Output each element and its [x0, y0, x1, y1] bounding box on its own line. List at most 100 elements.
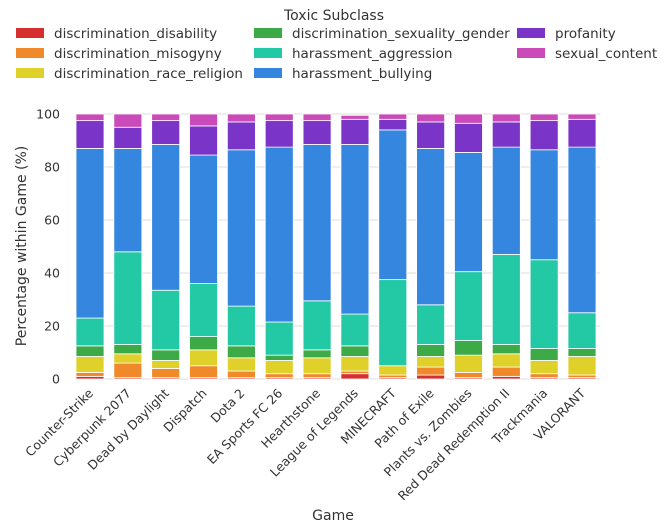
bar-segment-harassment-aggression: [454, 271, 483, 341]
legend-label: harassment_aggression: [292, 46, 452, 62]
bar-segment-harassment-aggression: [416, 304, 446, 345]
y-tick-label: 0: [52, 372, 60, 387]
bar-segment-harassment-bullying: [378, 129, 408, 281]
bar-segment-sexual-content: [567, 113, 597, 120]
legend-label: sexual_content: [555, 46, 657, 62]
bar-segment-sexual-content: [416, 113, 446, 123]
bar-segment-discrimination-misogyny: [491, 366, 521, 377]
y-tick-label: 100: [36, 107, 60, 122]
bar-segment-discrimination-sexuality-gender: [75, 345, 105, 357]
bar-segment-sexual-content: [264, 113, 294, 122]
bar-segment-profanity: [189, 125, 218, 156]
bar-segment-sexual-content: [75, 113, 105, 122]
bar-segment-profanity: [75, 120, 105, 149]
bar-segment-discrimination-disability: [340, 373, 370, 380]
bar-segment-harassment-aggression: [302, 300, 332, 351]
bar-segment-harassment-aggression: [529, 259, 559, 349]
bar-segment-sexual-content: [151, 113, 181, 122]
bar-segment-sexual-content: [302, 113, 332, 122]
bar-segment-discrimination-misogyny: [226, 370, 256, 379]
bar-segment-discrimination-race-religion: [378, 365, 408, 376]
y-axis-title: Percentage within Game (%): [14, 146, 30, 346]
bar-segment-discrimination-sexuality-gender: [151, 349, 181, 361]
bar-segment-discrimination-sexuality-gender: [529, 348, 559, 361]
bar-segment-sexual-content: [378, 113, 408, 120]
bar-segment-discrimination-race-religion: [75, 356, 105, 373]
bar-segment-discrimination-sexuality-gender: [454, 340, 483, 356]
bar-segment-discrimination-race-religion: [340, 356, 370, 372]
legend: Toxic Subclass discrimination_disability…: [16, 8, 657, 82]
legend-swatch: [16, 28, 44, 38]
bar-segment-profanity: [416, 121, 446, 149]
bar-segment-profanity: [113, 126, 143, 149]
bar-segment-discrimination-race-religion: [264, 360, 294, 375]
bar-segment-discrimination-race-religion: [302, 357, 332, 375]
legend-label: harassment_bullying: [292, 66, 432, 82]
y-tick-label: 60: [44, 213, 60, 228]
bar-segment-sexual-content: [454, 113, 483, 124]
bar-segment-discrimination-sexuality-gender: [416, 344, 446, 357]
bar-segment-harassment-bullying: [113, 148, 143, 253]
legend-swatch: [254, 68, 282, 78]
bar-segment-discrimination-sexuality-gender: [567, 348, 597, 357]
bar-segment-discrimination-misogyny: [151, 367, 181, 379]
bar-segment-discrimination-misogyny: [189, 365, 218, 379]
bar-segment-profanity: [302, 120, 332, 145]
bar-segment-profanity: [340, 118, 370, 145]
legend-swatch: [254, 28, 282, 38]
bar-segment-harassment-aggression: [151, 289, 181, 351]
bar-segment-harassment-aggression: [264, 321, 294, 356]
bar-segment-profanity: [378, 118, 408, 131]
bar-segment-harassment-bullying: [340, 144, 370, 315]
bar-segment-discrimination-misogyny: [75, 371, 105, 377]
y-axis-ticks: 0 20 40 60 80 100: [36, 107, 60, 387]
bar-segment-discrimination-sexuality-gender: [189, 336, 218, 351]
bar-segment-discrimination-sexuality-gender: [340, 345, 370, 357]
bar-segment-discrimination-race-religion: [226, 357, 256, 372]
bar-segment-harassment-aggression: [491, 254, 521, 345]
bar-segment-discrimination-misogyny: [529, 373, 559, 379]
legend-label: discrimination_sexuality_gender: [292, 26, 510, 42]
bar-segment-harassment-bullying: [567, 146, 597, 314]
bar-segment-sexual-content: [189, 113, 218, 127]
legend-title: Toxic Subclass: [283, 8, 384, 24]
y-tick-label: 80: [44, 160, 60, 175]
legend-swatch: [517, 48, 545, 58]
legend-label: profanity: [555, 26, 616, 42]
bar-segment-harassment-bullying: [491, 146, 521, 255]
bar-segment-harassment-aggression: [189, 283, 218, 338]
bar-segment-discrimination-sexuality-gender: [113, 344, 143, 355]
y-tick-label: 20: [44, 319, 60, 334]
bar-segment-profanity: [567, 118, 597, 148]
bars: [75, 113, 597, 380]
bar-segment-discrimination-race-religion: [491, 353, 521, 368]
bar-segment-harassment-bullying: [226, 149, 256, 307]
bar-segment-discrimination-race-religion: [151, 360, 181, 369]
bar-segment-harassment-bullying: [529, 149, 559, 261]
y-tick-label: 40: [44, 266, 60, 281]
bar-segment-profanity: [226, 121, 256, 151]
bar-segment-harassment-aggression: [226, 305, 256, 347]
bar-segment-discrimination-race-religion: [416, 356, 446, 368]
bar-segment-sexual-content: [113, 113, 143, 128]
bar-segment-discrimination-misogyny: [454, 371, 483, 379]
bar-segment-discrimination-race-religion: [454, 354, 483, 373]
bar-segment-discrimination-race-religion: [113, 353, 143, 364]
bar-segment-harassment-aggression: [378, 279, 408, 367]
bar-segment-harassment-bullying: [264, 146, 294, 323]
bar-segment-harassment-aggression: [340, 313, 370, 347]
legend-swatch: [254, 48, 282, 58]
bar-segment-profanity: [529, 120, 559, 151]
bar-segment-discrimination-race-religion: [189, 349, 218, 367]
bar-segment-discrimination-misogyny: [264, 373, 294, 379]
bar-segment-discrimination-sexuality-gender: [226, 345, 256, 359]
bar-segment-discrimination-disability: [416, 374, 446, 380]
bar-segment-discrimination-misogyny: [113, 362, 143, 379]
legend-swatch: [517, 28, 545, 38]
bar-segment-discrimination-race-religion: [567, 356, 597, 376]
bar-segment-harassment-bullying: [151, 144, 181, 291]
bar-segment-harassment-aggression: [113, 251, 143, 345]
bar-segment-harassment-bullying: [302, 144, 332, 302]
